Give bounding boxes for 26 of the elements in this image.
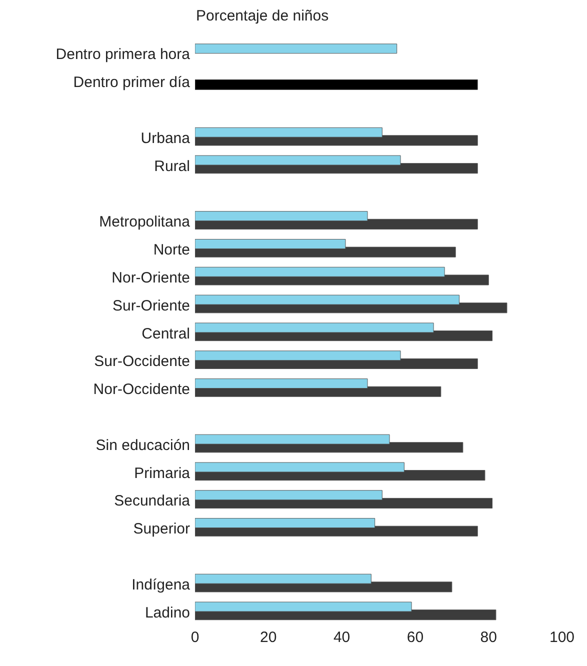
bar (195, 44, 398, 54)
y-tick-label: Sur-Occidente (94, 353, 190, 370)
y-tick-label: Primaria (134, 464, 191, 482)
x-tick-label: 60 (406, 629, 424, 646)
x-tick-label: 40 (333, 629, 350, 646)
y-tick-label: Superior (133, 520, 190, 538)
y-tick-label: Nor-Oriente (112, 269, 190, 286)
x-tick-label: 0 (190, 629, 200, 646)
x-tick-label: 100 (549, 629, 575, 646)
y-tick-label: Rural (154, 158, 190, 175)
y-tick-label: Central (142, 325, 190, 342)
y-tick-label: Dentro primer día (73, 74, 191, 92)
y-tick-label: Sin educación (96, 436, 190, 454)
bar (195, 79, 478, 90)
x-tick-label: 80 (480, 629, 497, 646)
y-tick-label: Secundaria (114, 492, 191, 510)
y-tick-label: Nor-Occidente (93, 381, 190, 398)
y-tick-label: Sur-Oriente (112, 297, 190, 314)
x-tick-label: 20 (260, 629, 277, 646)
y-tick-label: Urbana (140, 130, 191, 147)
chart-title: Porcentaje de niños (196, 7, 329, 24)
y-tick-label: Norte (153, 242, 190, 259)
y-tick-label: Ladino (144, 604, 190, 622)
y-tick-label: Metropolitana (99, 214, 191, 231)
y-tick-label: Dentro primera hora (56, 46, 191, 64)
y-tick-label: Indígena (132, 576, 191, 594)
